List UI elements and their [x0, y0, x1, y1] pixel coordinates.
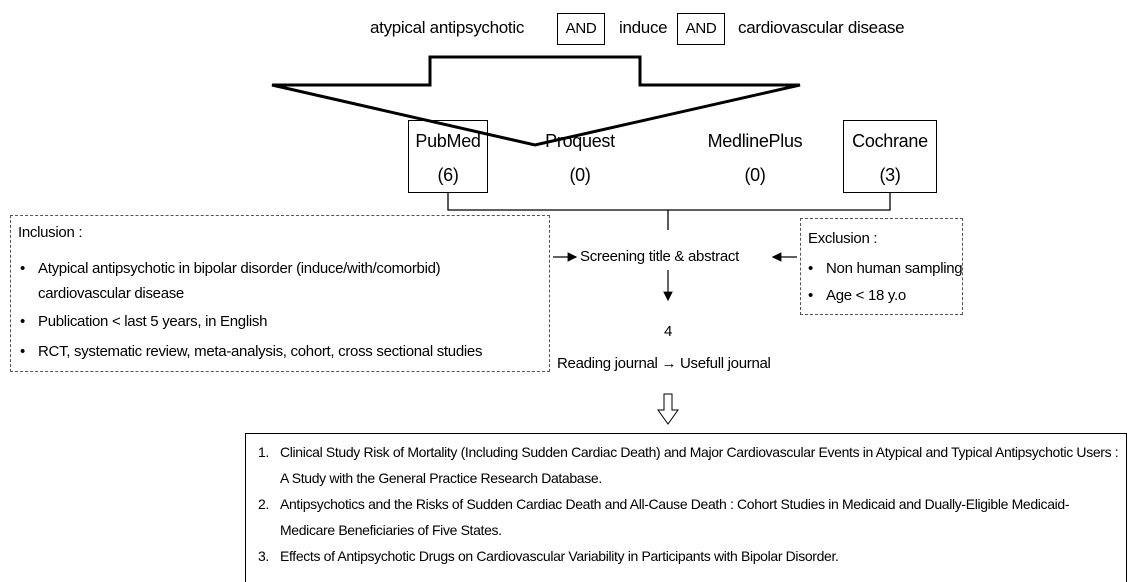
exclusion-title: Exclusion :	[808, 230, 878, 247]
search-term: induce	[619, 18, 668, 37]
inclusion-text: RCT, systematic review, meta-analysis, c…	[38, 343, 483, 360]
database-count: (0)	[569, 165, 591, 185]
database-box	[843, 120, 937, 193]
hollow-arrow	[657, 393, 679, 425]
operator: AND	[565, 20, 597, 37]
search-term: atypical antipsychotic	[370, 18, 525, 37]
result-text: Effects of Antipsychotic Drugs on Cardio…	[280, 548, 839, 564]
exclusion-text: Age < 18 y.o	[826, 287, 906, 304]
result-number: 1.	[258, 444, 269, 460]
result-text: Antipsychotics and the Risks of Sudden C…	[280, 496, 1070, 538]
inclusion-text: Atypical antipsychotic in bipolar disord…	[38, 260, 441, 302]
inclusion-title: Inclusion :	[18, 224, 83, 241]
database-box	[408, 120, 488, 193]
inclusion-text: Publication < last 5 years, in English	[38, 313, 268, 330]
result-number: 3.	[258, 548, 269, 564]
exclusion-box	[800, 218, 963, 315]
search-term: cardiovascular disease	[738, 18, 905, 37]
funnel-arrow	[271, 55, 801, 147]
database-name: Cochrane	[852, 131, 928, 151]
database-count: (6)	[437, 165, 459, 185]
database-name: MedlinePlus	[707, 131, 803, 151]
operator-box	[557, 13, 605, 45]
operator-box	[677, 13, 725, 45]
result-text: Clinical Study Risk of Mortality (Includ…	[280, 444, 1119, 486]
exclusion-text: Non human sampling	[826, 260, 963, 277]
bracket	[447, 193, 891, 211]
operator: AND	[685, 20, 717, 37]
database-count: (0)	[744, 165, 766, 185]
inclusion-box	[10, 215, 550, 372]
results-box	[245, 433, 1127, 582]
reading-step: Reading journal → Usefull journal	[557, 355, 771, 372]
database-name: Proquest	[545, 131, 615, 151]
database-name: PubMed	[415, 131, 481, 151]
screening: Screening title & abstract	[580, 248, 739, 265]
database-count: (3)	[879, 165, 901, 185]
screened-count: 4	[663, 323, 673, 340]
result-number: 2.	[258, 496, 269, 512]
